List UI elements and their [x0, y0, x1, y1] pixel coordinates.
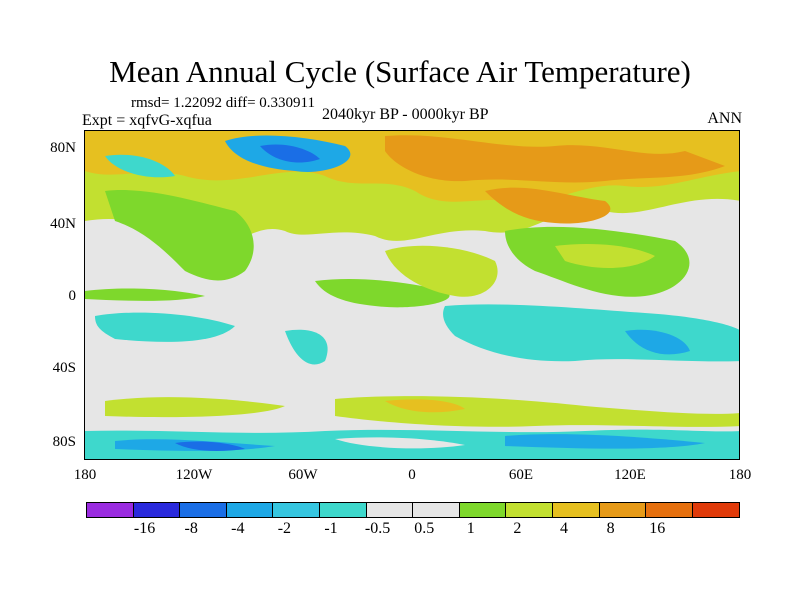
colorbar-swatch — [180, 503, 227, 517]
colorbar-label: -8 — [184, 520, 198, 537]
colorbar-swatch — [273, 503, 320, 517]
colorbar-swatch — [133, 503, 181, 517]
lon-label-60e: 60E — [508, 467, 534, 483]
colorbar-swatch — [599, 503, 647, 517]
lat-label-80s: 80S — [52, 434, 76, 450]
lon-label-180w: 180 — [73, 467, 97, 483]
colorbar-swatch — [87, 503, 134, 517]
colorbar-label: -1 — [324, 520, 338, 537]
lat-label-40n: 40N — [50, 216, 76, 232]
stats-text: rmsd= 1.22092 diff= 0.330911 — [131, 95, 315, 111]
colorbar-swatch — [366, 503, 414, 517]
lat-label-0: 0 — [68, 288, 77, 304]
colorbar-label: -4 — [231, 520, 245, 537]
lon-label-60w: 60W — [288, 467, 318, 483]
colorbar-swatch — [226, 503, 274, 517]
lat-label-80n: 80N — [50, 140, 76, 156]
colorbar — [86, 502, 741, 518]
colorbar-label: -0.5 — [364, 520, 391, 537]
lon-label-0: 0 — [408, 467, 416, 483]
temperature-map — [84, 130, 740, 460]
colorbar-label: 2 — [513, 520, 522, 537]
colorbar-label: 16 — [649, 520, 666, 537]
colorbar-label: 1 — [466, 520, 475, 537]
lon-label-120w: 120W — [175, 467, 213, 483]
colorbar-swatch — [506, 503, 553, 517]
colorbar-label: 0.5 — [414, 520, 435, 537]
colorbar-label: 4 — [560, 520, 568, 537]
colorbar-swatch — [646, 503, 693, 517]
experiment-label: Expt = xqfvG-xqfua — [82, 112, 212, 129]
season-label: ANN — [707, 110, 742, 127]
period-label: 2040kyr BP - 0000kyr BP — [322, 106, 489, 123]
colorbar-swatch — [413, 503, 460, 517]
lon-label-180e: 180 — [728, 467, 752, 483]
colorbar-label: -16 — [133, 520, 156, 537]
colorbar-label: 8 — [606, 520, 615, 537]
colorbar-swatch — [692, 503, 740, 517]
lon-label-120e: 120E — [614, 467, 646, 483]
colorbar-swatch — [552, 503, 600, 517]
plot-title: Mean Annual Cycle (Surface Air Temperatu… — [109, 54, 691, 89]
colorbar-label: -2 — [277, 520, 292, 537]
lat-label-40s: 40S — [52, 360, 76, 376]
colorbar-swatch — [319, 503, 367, 517]
colorbar-swatch — [459, 503, 507, 517]
